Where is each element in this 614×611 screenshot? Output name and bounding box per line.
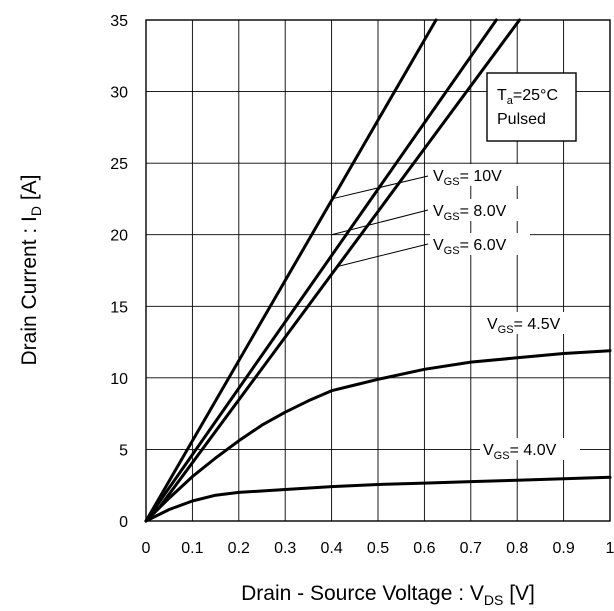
y-tick-label: 0: [119, 514, 128, 531]
y-tick-label: 30: [110, 85, 128, 102]
series-label-vgs-4v: VGS= 4.0V: [483, 442, 557, 462]
y-tick-label: 5: [119, 442, 128, 459]
series-line-vgs-6v: [144, 18, 521, 523]
label-leader-vgs-8v: [331, 209, 429, 236]
x-tick-label: 0.5: [367, 540, 389, 557]
y-tick-label: 25: [110, 156, 128, 173]
series-label-vgs-10v: VGS= 10V: [433, 168, 502, 188]
tick-labels: 0 0.1 0.2 0.3 0.4 0.5 0.6 0.7 0.8 0.9 105101520253…: [110, 13, 614, 557]
series-label-vgs-4-5v: VGS= 4.5V: [487, 316, 561, 336]
label-bg-vgs-4v: [480, 438, 580, 460]
x-tick-label: 0.1: [181, 540, 203, 557]
y-tick-label: 20: [110, 228, 128, 245]
y-tick-label: 15: [110, 299, 128, 316]
x-tick-label: 0.2: [228, 540, 250, 557]
x-tick-label: 1: [606, 540, 614, 557]
series-line-vgs-4v: [144, 475, 612, 523]
y-tick-label: 10: [110, 371, 128, 388]
conditions-pulsed: Pulsed: [497, 111, 546, 128]
x-tick-label: 0.8: [506, 540, 528, 557]
series-label-vgs-6v: VGS= 6.0V: [433, 237, 507, 257]
label-leader-vgs-6v: [338, 243, 429, 267]
x-tick-label: 0.4: [320, 540, 342, 557]
y-axis-title: Drain Current : ID [A]: [18, 174, 44, 365]
label-bg-vgs-4-5v: [484, 312, 584, 334]
x-tick-label: 0.7: [460, 540, 482, 557]
x-tick-label: 0: [142, 540, 151, 557]
grid: [146, 20, 610, 521]
x-axis-title: Drain - Source Voltage : VDS [V]: [241, 582, 535, 608]
label-leader-vgs-10v: [331, 175, 429, 200]
series-label-vgs-8v: VGS= 8.0V: [433, 203, 507, 223]
y-tick-label: 35: [110, 13, 128, 30]
label-bg-vgs-8v: [430, 199, 530, 221]
x-tick-label: 0.3: [274, 540, 296, 557]
annotations: Ta=25°C Pulsed VGS= 10V VGS= 8.0V VGS= 6.0…: [331, 72, 584, 462]
label-bg-vgs-6v: [430, 233, 530, 255]
conditions-temperature: Ta=25°C: [497, 87, 558, 107]
x-tick-label: 0.9: [552, 540, 574, 557]
plot-frame: [145, 19, 611, 522]
conditions-box: [486, 72, 577, 142]
series-line-vgs-10v: [144, 18, 438, 523]
label-bg-vgs-10v: [430, 164, 530, 186]
x-tick-label: 0.6: [413, 540, 435, 557]
series-line-vgs-8v: [144, 18, 498, 523]
series-line-vgs-4-5v: [144, 349, 612, 523]
